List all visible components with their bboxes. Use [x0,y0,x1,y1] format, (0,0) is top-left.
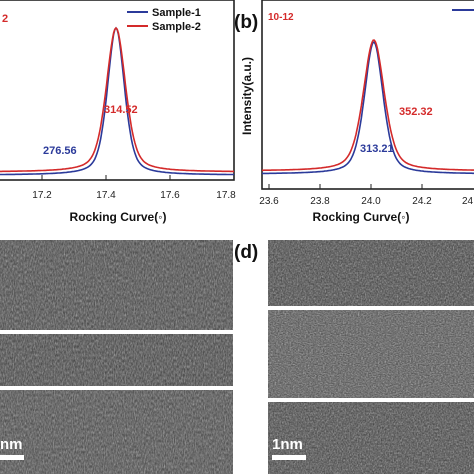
legend-label-sample-1: Sample-1 [152,7,201,19]
panel-c-scale-bar [0,455,24,460]
panel-b-xtick-label: 23.6 [259,196,279,207]
tem-image-d-bottom [268,402,474,474]
panel-a-x-ticks: 17.2 17.4 17.6 17.8 [32,175,236,201]
panel-d-scale-bar [272,455,306,460]
tem-image-c-middle [0,334,233,386]
panel-b-xtick-label: 24.2 [412,196,432,207]
panel-a-series-sample-2-line [0,26,234,173]
panel-a-peak-label-sample-2: 314.52 [104,104,138,116]
panel-b-peak-label-blue: 313.21 [360,143,394,155]
panel-b-series-blue-line [262,41,474,175]
panel-b-y-axis-label: Intensity(a.u.) [240,57,254,135]
panel-a-xtick-label: 17.8 [216,190,236,201]
panel-a-annotation: 2 [2,13,8,25]
panel-a-legend: Sample-1 Sample-2 [127,7,201,33]
panel-a-xtick-label: 17.6 [160,190,180,201]
panel-b-xtick-label: 24.0 [361,196,381,207]
panel-a-peak-label-sample-1: 276.56 [43,145,77,157]
panel-b-series-red-line [262,39,474,172]
panel-a-xtick-label: 17.2 [32,190,52,201]
panel-a-x-axis-label: Rocking Curve(◦) [70,210,167,224]
panel-a: 2 Sample-1 Sample-2 314.52 276.56 17.2 1… [0,0,236,224]
tem-image-d-top [268,240,474,306]
panel-b: (b) Intensity(a.u.) 10-12 352.32 313.21 … [234,0,474,224]
panel-b-annotation: 10-12 [268,12,294,23]
panel-b-frame [261,0,474,190]
panel-c: nm [0,240,233,474]
panel-d-scale-bar-label: 1nm [272,436,303,453]
panel-b-x-axis-label: Rocking Curve(◦) [313,210,410,224]
panel-b-label: (b) [234,12,258,33]
panel-b-x-ticks: 23.6 23.8 24.0 24.2 24 [259,184,474,207]
panel-b-xtick-label: 23.8 [310,196,330,207]
panel-b-xtick-label: 24 [462,196,474,207]
panel-b-peak-label-red: 352.32 [399,106,433,118]
panel-d-label: (d) [234,242,258,263]
panel-a-xtick-label: 17.4 [96,190,116,201]
tem-image-c-top [0,240,233,330]
panel-d: (d) 1nm [234,240,474,474]
panel-c-scale-bar-label: nm [0,436,23,453]
tem-image-c-bottom [0,390,233,474]
tem-image-d-middle [268,310,474,398]
legend-label-sample-2: Sample-2 [152,21,201,33]
